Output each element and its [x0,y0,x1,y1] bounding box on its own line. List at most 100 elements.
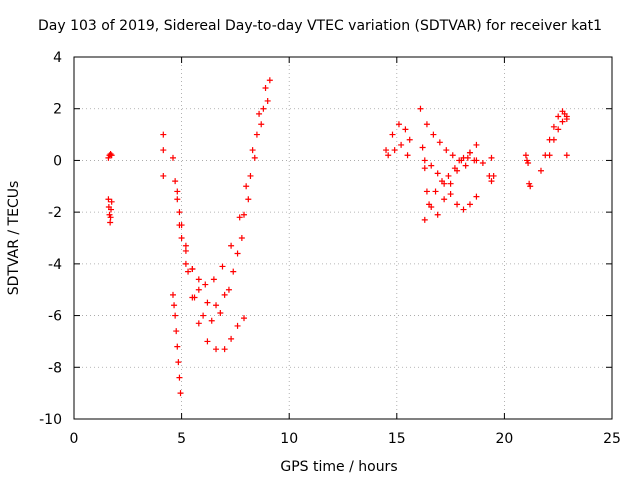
data-point [176,374,183,381]
y-tick-label: -4 [48,257,62,273]
data-point [210,276,217,283]
data-point [490,172,497,179]
data-point [204,338,211,345]
data-point [445,172,452,179]
data-point [546,152,553,159]
x-tick-label: 0 [70,431,79,447]
data-point [208,317,215,324]
data-point [219,263,226,270]
data-point [245,196,252,203]
data-point [443,147,450,154]
data-point [260,105,267,112]
data-point [428,162,435,169]
data-point [195,276,202,283]
data-point [176,222,183,229]
data-point [398,141,405,148]
data-point [182,260,189,267]
data-point [550,123,557,130]
data-point [178,235,185,241]
data-point [563,152,570,159]
data-point [234,250,241,257]
series-arc-22.8h [546,113,570,159]
data-point [202,281,209,288]
x-tick-label: 15 [388,431,406,447]
series-arc-16.5h-c [421,154,495,223]
series-arc-15.2h [385,141,411,159]
data-point [454,201,461,208]
data-point [195,286,202,293]
data-point [174,196,181,203]
data-point [221,291,228,298]
data-point [473,193,480,200]
series-arc-14.8h [383,121,413,154]
x-tick-label: 20 [495,431,513,447]
data-point [234,322,241,329]
data-point [525,160,532,167]
y-tick-label: -2 [48,205,62,221]
data-point [426,201,433,208]
data-point [217,309,224,316]
data-point [555,113,562,120]
data-point [266,77,273,84]
y-tick-label: 4 [53,50,62,66]
data-point [471,157,478,164]
data-point [434,211,441,218]
data-point [258,121,265,128]
x-tick-label: 5 [177,431,186,447]
y-tick-label: -10 [39,412,62,428]
data-point [389,131,396,138]
series-arc-main-d [176,222,248,353]
data-point [108,198,115,205]
y-tick-label: 0 [53,153,62,169]
chart-title: Day 103 of 2019, Sidereal Day-to-day VTE… [37,18,603,34]
data-point [522,152,529,159]
data-point [488,178,495,185]
data-point [182,242,189,249]
data-point [173,328,180,335]
data-point [175,359,182,366]
data-point [402,126,409,133]
data-point [417,105,424,112]
data-point [169,291,176,298]
data-point [421,157,428,164]
data-point [108,152,115,159]
data-point [228,335,235,342]
series-isolated-4.2h [160,131,167,179]
data-point [441,196,448,203]
y-tick-label: 2 [53,102,62,118]
series-arc-22.5h [537,108,570,174]
data-point [527,183,534,190]
data-point [441,180,448,187]
data-point [464,154,471,161]
data-point [189,266,196,273]
data-point [466,149,473,156]
data-point [460,206,467,213]
data-point [559,118,566,125]
data-point [213,302,220,309]
data-point [204,299,211,306]
data-point [185,268,192,275]
data-point [550,136,557,143]
data-point [105,196,112,203]
series-arc-main-a [169,77,273,288]
series-arc-main-b [172,97,271,309]
x-tick-label: 10 [280,431,298,447]
data-point [432,188,439,195]
data-point [195,320,202,327]
data-point [107,219,114,226]
y-tick-label: -6 [48,309,62,325]
x-tick-label: 25 [603,431,621,447]
x-axis-label: GPS time / hours [280,459,397,475]
data-point [160,172,167,179]
data-point [419,144,426,151]
data-point [466,201,473,208]
data-point [447,180,454,187]
data-point [247,172,254,179]
series-arc-21h [522,152,534,190]
data-point [249,147,256,154]
data-point [385,152,392,159]
data-point [238,235,245,241]
data-point [172,312,179,319]
data-point [177,390,184,397]
